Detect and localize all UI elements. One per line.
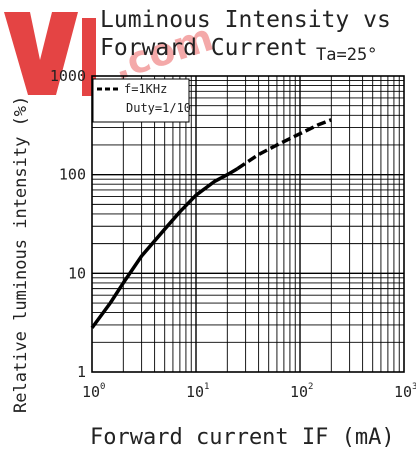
series-line-dashed	[236, 118, 332, 171]
chart-condition: Ta=25°	[316, 45, 377, 65]
chart-title-line2: Forward Current	[100, 35, 308, 61]
x-tick-exponent: 2	[308, 382, 313, 392]
x-tick-label: 10	[290, 383, 308, 401]
x-tick-label: 10	[82, 383, 100, 401]
x-tick-exponent: 0	[100, 382, 105, 392]
chart-title-line1: Luminous Intensity vs	[100, 7, 391, 33]
legend: f=1KHz Duty=1/10	[92, 78, 191, 123]
x-tick-label: 10	[394, 383, 412, 401]
y-tick-label: 10	[68, 264, 86, 282]
legend-line1: f=1KHz	[124, 82, 167, 96]
y-axis-label: Relative luminous intensity (%)	[11, 96, 31, 413]
y-tick-label: 1000	[50, 67, 86, 85]
y-tick-label: 100	[59, 166, 86, 184]
series-lines	[90, 118, 332, 329]
legend-line2: Duty=1/10	[126, 101, 191, 115]
legend-box	[92, 78, 190, 123]
x-tick-label: 10	[186, 383, 204, 401]
plot-frame	[91, 75, 405, 373]
series-line-solid	[90, 167, 239, 329]
grid	[91, 75, 405, 373]
y-tick-label: 1	[77, 363, 86, 381]
x-tick-exponent: 1	[204, 382, 209, 392]
x-tick-exponent: 3	[412, 382, 416, 392]
x-axis-label: Forward current IF (mA)	[90, 425, 395, 450]
